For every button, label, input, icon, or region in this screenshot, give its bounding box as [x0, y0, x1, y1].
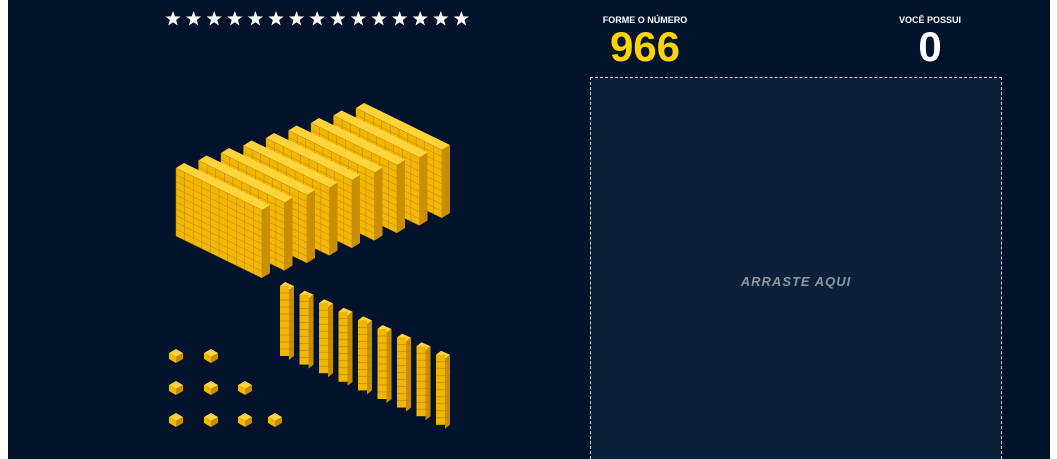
star [186, 11, 201, 25]
star [207, 11, 222, 25]
star [248, 11, 263, 25]
star [310, 11, 325, 25]
blocks [0, 0, 1057, 459]
block-face [442, 145, 450, 218]
star [392, 11, 407, 25]
block-face [420, 153, 428, 226]
star [227, 11, 242, 25]
game-screen: FORME O NÚMERO 966 VOCÊ POSSUI 0 ARRASTE… [0, 0, 1057, 459]
block-face [285, 198, 293, 271]
star [330, 11, 345, 25]
block-face [330, 183, 338, 256]
star [165, 11, 180, 25]
block-face [397, 160, 405, 233]
star [413, 11, 428, 25]
star [454, 11, 469, 25]
star [351, 11, 366, 25]
star [433, 11, 448, 25]
block-face [262, 205, 270, 278]
star [289, 11, 304, 25]
block-face [352, 175, 360, 248]
star [371, 11, 386, 25]
star [268, 11, 283, 25]
block-face [375, 168, 383, 241]
block-face [307, 190, 315, 263]
